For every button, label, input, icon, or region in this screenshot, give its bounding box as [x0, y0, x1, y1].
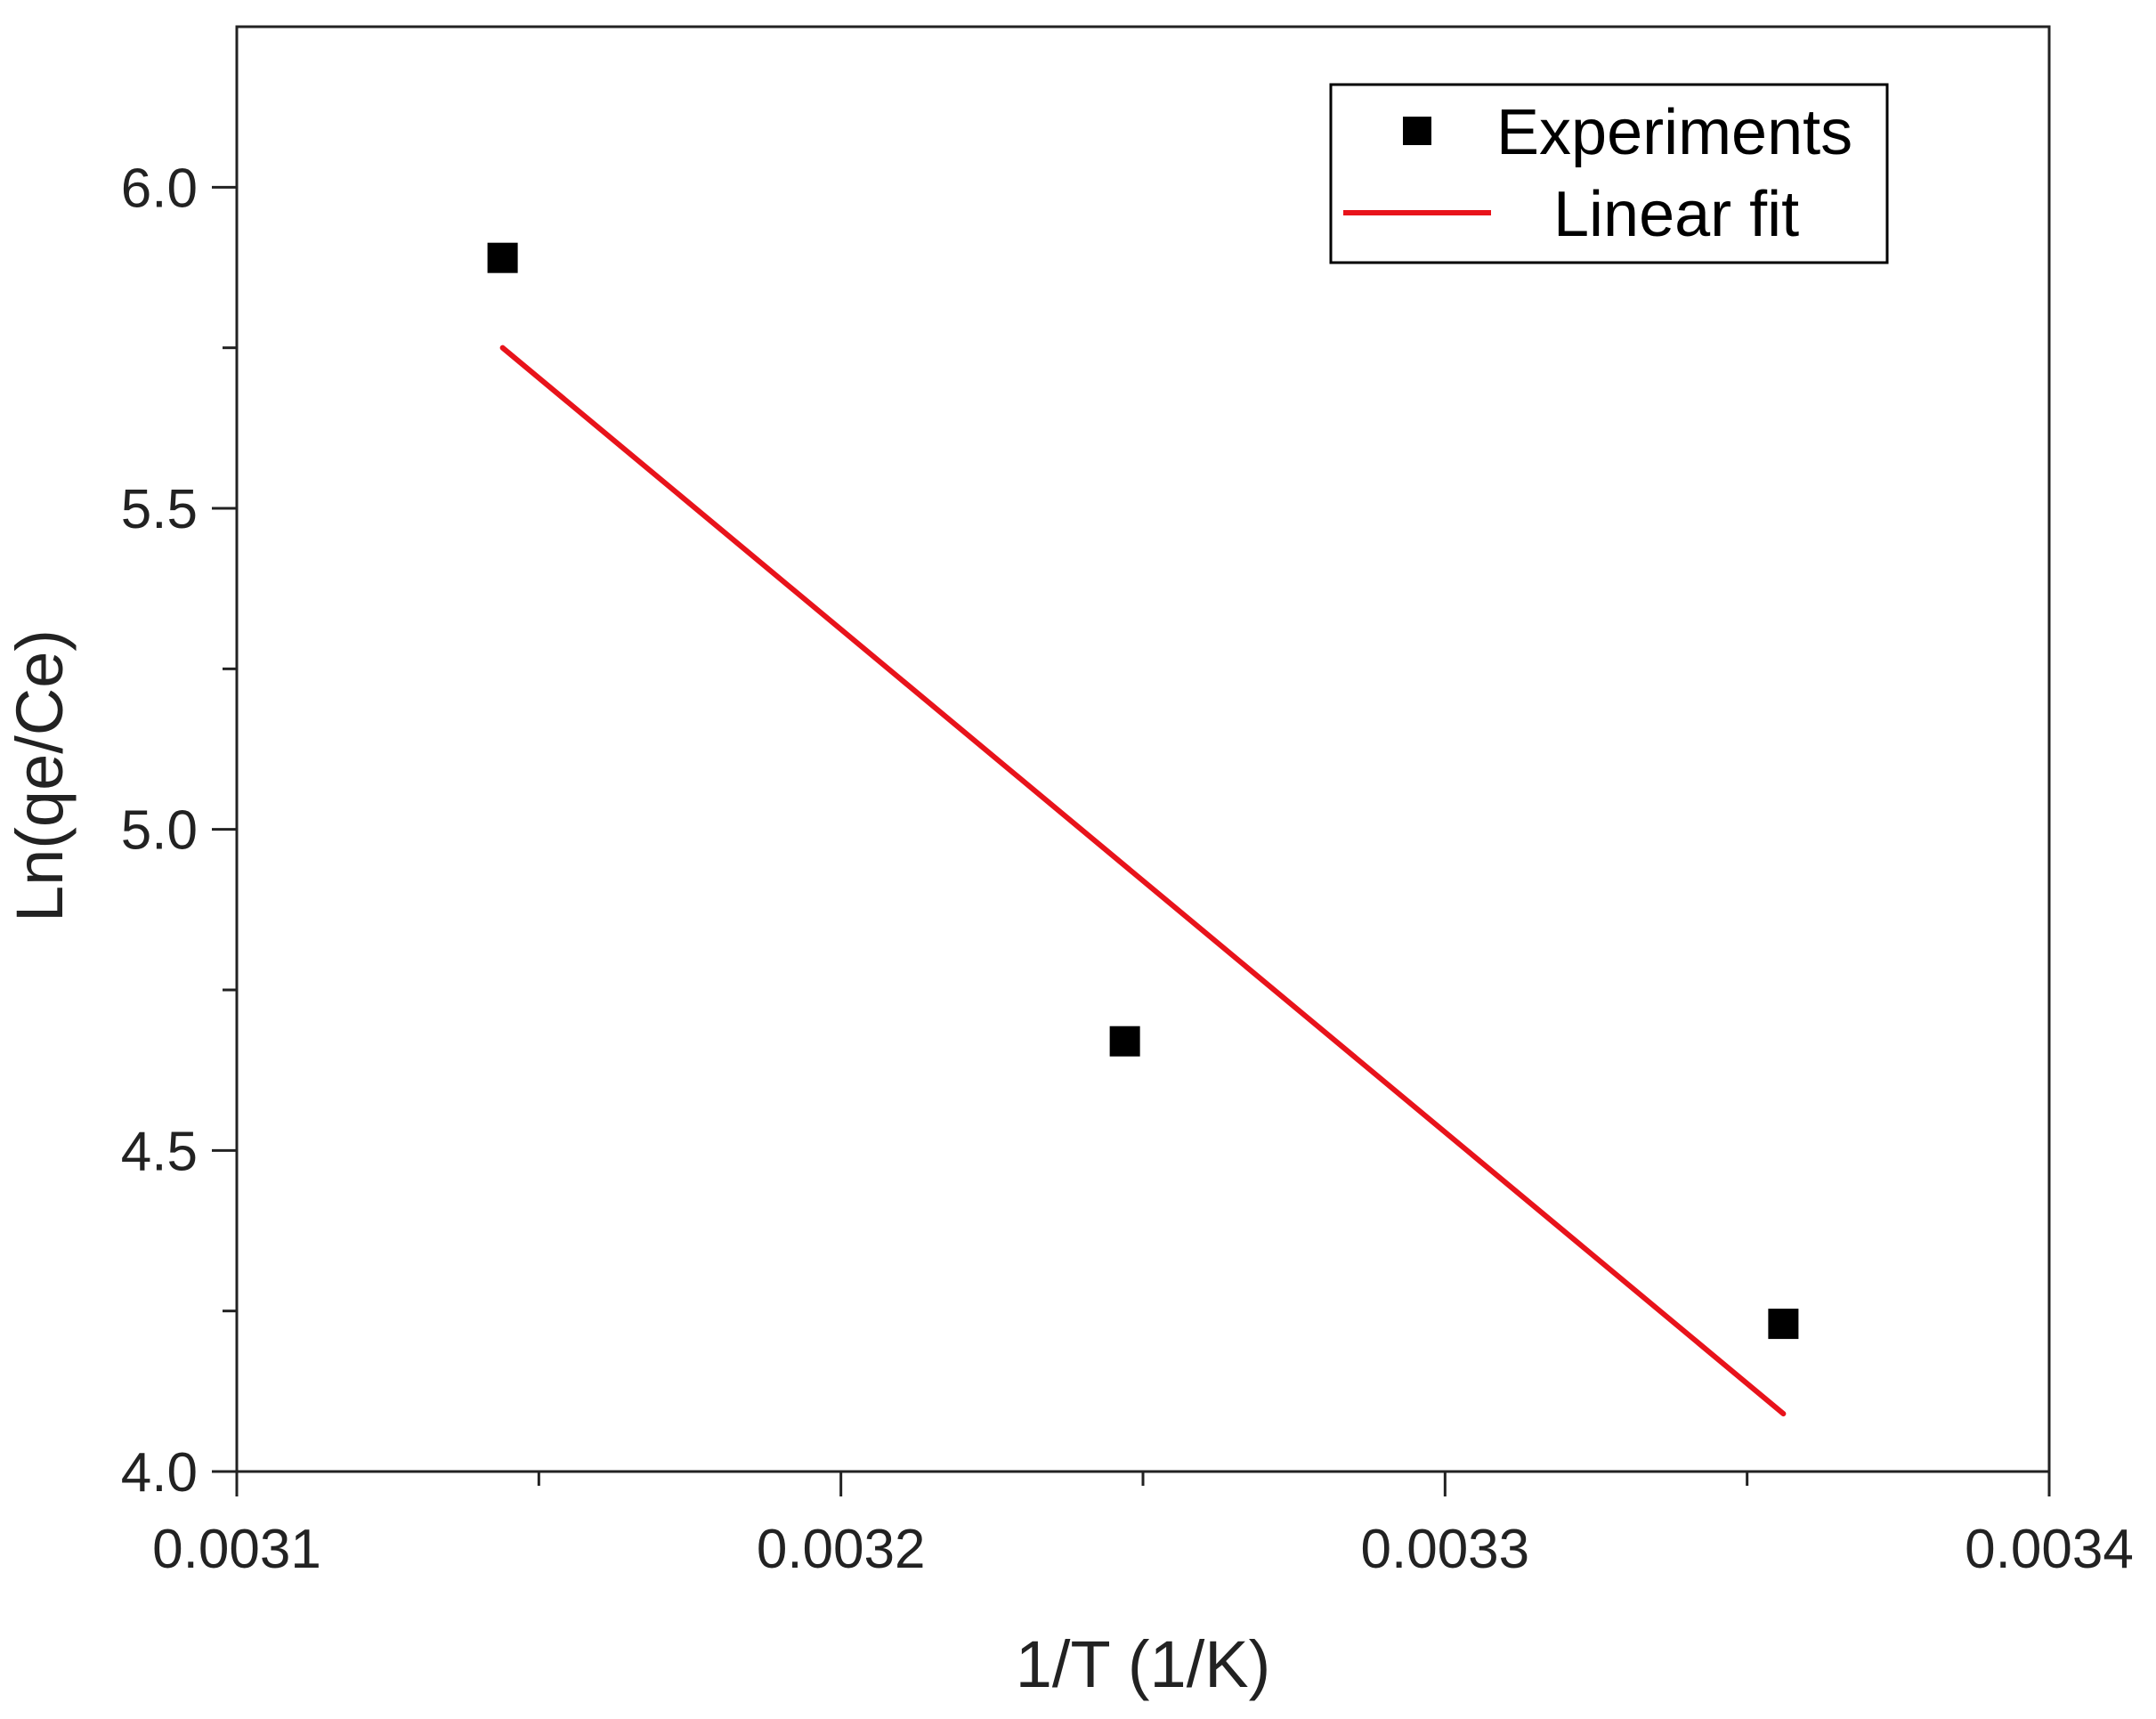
x-tick-label: 0.0032 — [757, 1519, 926, 1580]
legend: Experiments Linear fit — [1329, 83, 1889, 264]
y-tick-label: 5.5 — [121, 479, 198, 540]
series-layer — [487, 242, 1799, 1417]
experiment-point — [1109, 1026, 1140, 1057]
experiment-point — [487, 242, 518, 273]
x-tick-label: 0.0031 — [152, 1519, 321, 1580]
x-axis-title: 1/T (1/K) — [1016, 1627, 1271, 1701]
linear-fit-line — [499, 345, 1787, 1417]
x-tick-label: 0.0033 — [1361, 1519, 1530, 1580]
legend-box — [1329, 83, 1889, 264]
x-axis: 0.0031 0.0032 0.0033 0.0034 — [152, 1472, 2134, 1580]
y-tick-label: 4.0 — [121, 1442, 198, 1504]
y-tick-label: 5.0 — [121, 800, 198, 862]
experiment-point — [1768, 1309, 1799, 1340]
y-tick-label: 4.5 — [121, 1121, 198, 1182]
legend-square-marker-icon — [1403, 117, 1431, 145]
x-tick-label: 0.0034 — [1965, 1519, 2134, 1580]
legend-entry-label: Experiments — [1496, 97, 1852, 168]
legend-entry-label: Linear fit — [1553, 179, 1799, 250]
y-axis-title: Ln(qe/Ce) — [3, 629, 77, 922]
y-axis: 4.0 4.5 5.0 5.5 6.0 — [121, 158, 237, 1504]
y-tick-label: 6.0 — [121, 158, 198, 219]
